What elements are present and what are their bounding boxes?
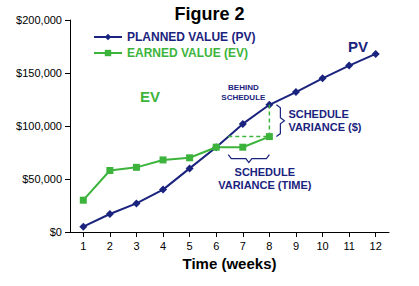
svg-text:VARIANCE ($): VARIANCE ($): [288, 121, 361, 133]
svg-text:1: 1: [80, 240, 86, 252]
svg-text:11: 11: [343, 240, 354, 252]
svg-text:$150,000: $150,000: [16, 67, 62, 79]
svg-text:9: 9: [293, 240, 299, 252]
svg-text:SCHEDULE: SCHEDULE: [288, 108, 349, 120]
svg-text:$50,000: $50,000: [22, 173, 62, 185]
svg-text:EV: EV: [140, 88, 160, 105]
svg-text:$0: $0: [50, 226, 62, 238]
svg-text:Figure 2: Figure 2: [174, 4, 244, 24]
svg-text:$100,000: $100,000: [16, 120, 62, 132]
svg-text:SCHEDULE: SCHEDULE: [221, 93, 266, 102]
svg-text:3: 3: [133, 240, 139, 252]
svg-text:PV: PV: [348, 38, 368, 55]
svg-text:5: 5: [187, 240, 193, 252]
svg-text:4: 4: [160, 240, 166, 252]
svg-text:BEHIND: BEHIND: [228, 83, 259, 92]
svg-text:6: 6: [213, 240, 219, 252]
svg-text:SCHEDULE: SCHEDULE: [235, 166, 296, 178]
svg-text:PLANNED VALUE (PV): PLANNED VALUE (PV): [127, 30, 255, 44]
svg-text:VARIANCE (TIME): VARIANCE (TIME): [218, 179, 312, 191]
svg-text:$200,000: $200,000: [16, 14, 62, 26]
svg-text:7: 7: [240, 240, 246, 252]
svg-text:Time (weeks): Time (weeks): [183, 255, 277, 272]
svg-text:EARNED VALUE (EV): EARNED VALUE (EV): [127, 46, 248, 60]
svg-text:2: 2: [107, 240, 113, 252]
svg-text:12: 12: [370, 240, 382, 252]
svg-text:10: 10: [316, 240, 328, 252]
svg-text:8: 8: [266, 240, 272, 252]
